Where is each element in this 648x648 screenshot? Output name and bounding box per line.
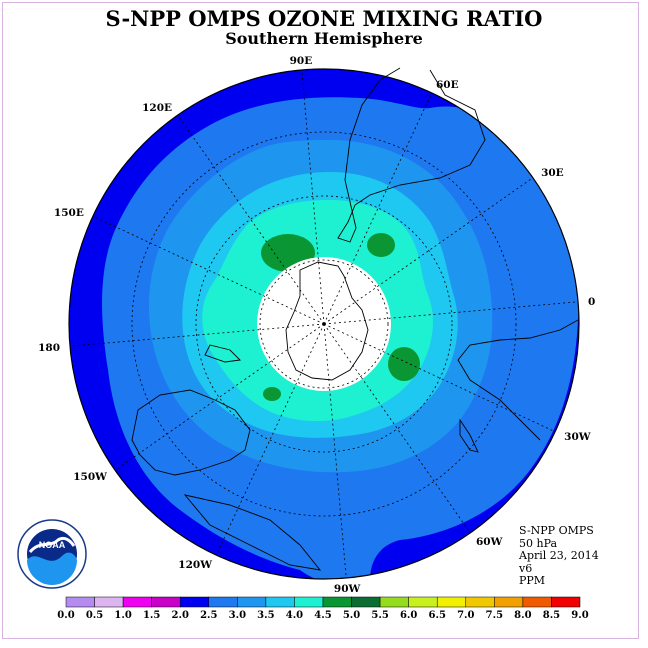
colorbar-tick-label: 2.5 xyxy=(200,610,217,621)
longitude-label: 150W xyxy=(73,471,107,483)
colorbar-swatch xyxy=(151,596,181,608)
map-title: S-NPP OMPS OZONE MIXING RATIO xyxy=(105,6,543,31)
colorbar-tick-label: 3.0 xyxy=(229,610,246,621)
info-line-instrument: S-NPP OMPS xyxy=(519,524,594,537)
colorbar-swatch xyxy=(351,596,381,608)
colorbar-swatch xyxy=(94,596,124,608)
colorbar-tick-label: 0.0 xyxy=(57,610,74,621)
colorbar-tick-label: 1.0 xyxy=(114,610,131,621)
longitude-label: 120W xyxy=(178,559,212,571)
map-border xyxy=(68,68,580,580)
south-america-coast xyxy=(337,67,486,243)
coastlines xyxy=(131,67,579,571)
colorbar-swatch xyxy=(294,596,324,608)
graticule xyxy=(131,131,517,517)
colorbar-swatch xyxy=(436,596,467,608)
colorbar-swatch xyxy=(208,596,238,608)
colorbar-tick-label: 6.5 xyxy=(429,610,446,621)
madagascar-coast xyxy=(459,418,479,453)
noaa-logo-text: NOAA xyxy=(39,540,66,550)
colorbar-tick-label: 7.5 xyxy=(486,610,503,621)
colorbar: 0.0 0.5 1.0 1.5 2.0 2.5 3.0 3.5 4.0 4.5 5.0 5.5 6.0 6… xyxy=(57,596,589,621)
info-block: S-NPP OMPS 50 hPa April 23, 2014 v6 PPM xyxy=(519,524,599,588)
colorbar-swatch xyxy=(237,596,267,608)
colorbar-tick-label: 8.0 xyxy=(514,610,531,621)
colorbar-tick-label: 0.5 xyxy=(86,610,103,621)
colorbar-swatch xyxy=(522,596,552,608)
colorbar-tick-label: 3.5 xyxy=(257,610,274,621)
info-line-level: 50 hPa xyxy=(519,536,558,550)
colorbar-tick-label: 2.0 xyxy=(172,610,189,621)
colorbar-swatch xyxy=(322,596,352,608)
colorbar-swatch xyxy=(494,596,524,608)
colorbar-tick-label: 6.0 xyxy=(400,610,417,621)
colorbar-tick-label: 9.0 xyxy=(571,610,588,621)
colorbar-tick-label: 8.5 xyxy=(543,610,560,621)
colorbar-tick-label: 5.5 xyxy=(371,610,388,621)
map-subtitle: Southern Hemisphere xyxy=(225,29,423,48)
info-line-units: PPM xyxy=(519,574,546,587)
colorbar-swatch xyxy=(408,596,438,608)
longitude-labels: 90W 60W 30W 0 30E 60E 90E 120E 150E 180 150W 120W xyxy=(38,55,595,595)
colorbar-tick-label: 4.0 xyxy=(286,610,303,621)
colorbar-swatch xyxy=(122,596,152,608)
colorbar-swatch xyxy=(379,596,409,608)
noaa-logo: NOAA xyxy=(17,519,87,589)
colorbar-tick-label: 4.5 xyxy=(314,610,331,621)
longitude-label: 60W xyxy=(476,536,503,548)
longitude-label: 180 xyxy=(38,342,60,354)
australia-coast xyxy=(131,389,251,476)
longitude-label: 30W xyxy=(564,431,591,443)
colorbar-swatch xyxy=(551,596,581,608)
longitude-label: 120E xyxy=(142,102,172,114)
colorbar-tick-label: 1.5 xyxy=(143,610,160,621)
longitude-label: 90W xyxy=(334,583,361,595)
colorbar-swatch xyxy=(265,596,295,608)
info-line-version: v6 xyxy=(519,561,533,575)
longitude-label: 90E xyxy=(290,55,313,67)
colorbar-swatch xyxy=(465,596,495,608)
info-line-date: April 23, 2014 xyxy=(519,549,599,562)
ozone-field xyxy=(69,69,579,579)
longitude-label: 60E xyxy=(436,79,459,91)
colorbar-tick-label: 5.0 xyxy=(343,610,360,621)
longitude-label: 0 xyxy=(588,296,595,308)
colorbar-tick-label: 7.0 xyxy=(457,610,474,621)
new-zealand-coast xyxy=(204,344,241,363)
colorbar-swatch xyxy=(179,596,210,608)
colorbar-swatch xyxy=(65,596,95,608)
africa-coast xyxy=(457,319,579,441)
antarctica-coast xyxy=(285,261,369,381)
indonesia-coast xyxy=(183,494,322,571)
figure-frame xyxy=(2,2,639,639)
longitude-label: 30E xyxy=(541,167,564,179)
longitude-label: 150E xyxy=(54,207,84,219)
